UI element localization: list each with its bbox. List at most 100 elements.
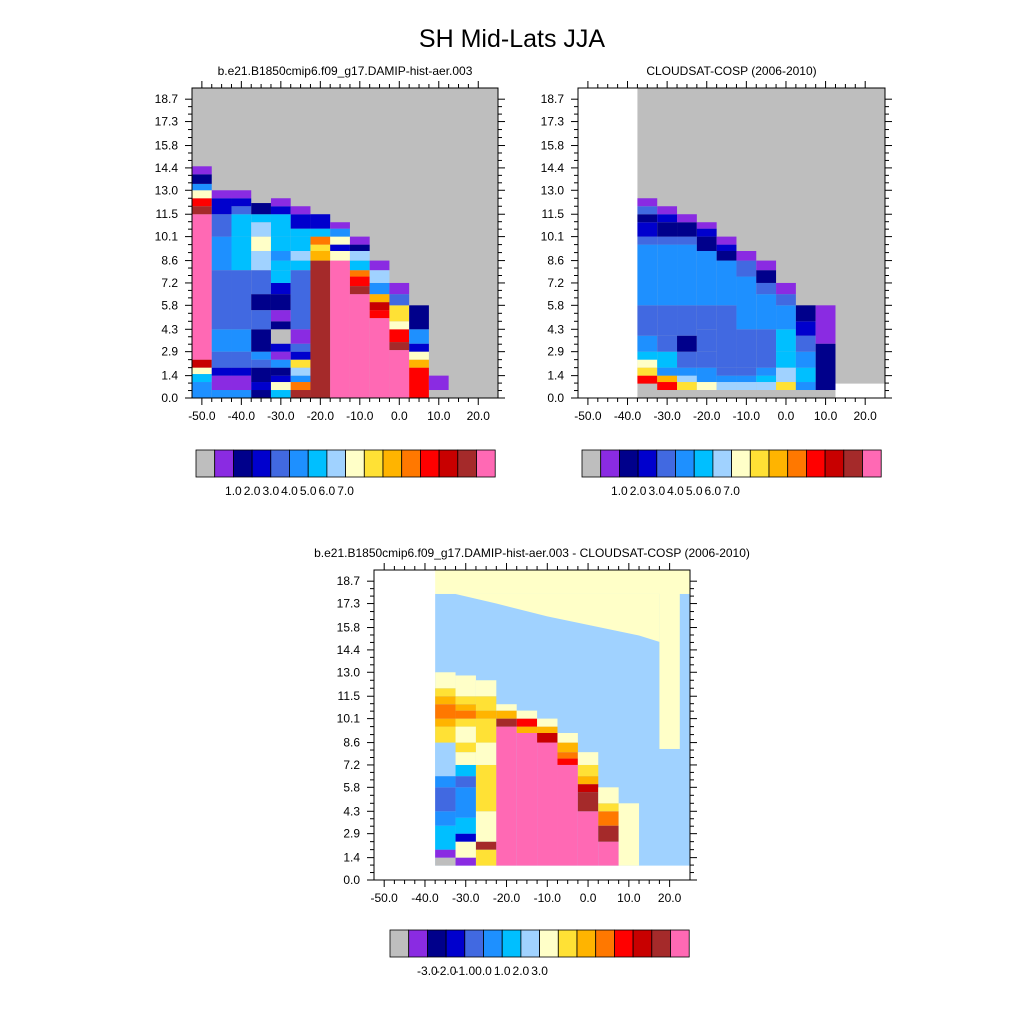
heatmap-cell <box>537 726 558 733</box>
heatmap-cell <box>310 228 331 237</box>
heatmap-cell <box>270 382 291 391</box>
y-tick-label: 14.4 <box>541 161 565 175</box>
y-tick-label: 17.3 <box>155 115 179 129</box>
colorbar-swatch <box>557 929 578 958</box>
heatmap-cell <box>192 367 212 375</box>
heatmap-cell <box>290 260 311 271</box>
heatmap-cell <box>756 282 777 295</box>
heatmap-cell <box>475 841 497 850</box>
heatmap-cell <box>231 270 252 330</box>
heatmap-cell <box>475 764 497 812</box>
heatmap-cell <box>637 305 658 336</box>
heatmap-cell <box>251 203 271 215</box>
heatmap-cell <box>496 718 517 727</box>
heatmap-cell <box>475 849 497 866</box>
heatmap-cell <box>270 294 291 311</box>
heatmap-cell <box>696 351 717 368</box>
x-tick-label: 10.0 <box>617 891 641 905</box>
y-tick-label: 5.8 <box>161 298 178 312</box>
colorbar-swatch <box>670 929 690 958</box>
heatmap-cell <box>270 343 291 352</box>
heatmap-cell <box>231 214 252 237</box>
heatmap-cell <box>290 375 311 383</box>
heatmap-cell <box>557 742 578 753</box>
heatmap-cell <box>736 382 757 391</box>
heatmap-cell <box>475 742 497 765</box>
heatmap-cell <box>455 787 476 818</box>
heatmap-cell <box>577 764 599 777</box>
heatmap-cell <box>251 236 271 251</box>
heatmap-cell <box>251 294 271 311</box>
y-tick-label: 15.8 <box>155 139 179 153</box>
heatmap-cell <box>455 710 476 719</box>
heatmap-cell <box>270 270 291 283</box>
heatmap-cell <box>455 696 476 705</box>
colorbar-swatch <box>445 929 466 958</box>
heatmap-cell <box>795 351 816 368</box>
x-tick-label: -20.0 <box>693 409 721 423</box>
heatmap-cell <box>756 367 777 376</box>
heatmap-cell <box>696 250 717 306</box>
heatmap-cell <box>349 294 370 398</box>
heatmap-cell <box>736 375 757 383</box>
heatmap-cell <box>557 758 578 765</box>
y-tick-label: 1.4 <box>161 369 178 383</box>
heatmap-cell <box>756 329 777 368</box>
x-tick-label: -40.0 <box>411 891 439 905</box>
y-tick-label: 4.3 <box>161 322 178 336</box>
colorbar-swatch <box>656 449 676 478</box>
heatmap-cell <box>637 236 658 245</box>
heatmap-cell <box>696 382 717 391</box>
heatmap-cell <box>516 732 538 866</box>
plot-top-band <box>374 570 690 594</box>
heatmap-cell <box>776 329 796 352</box>
heatmap-cell <box>270 351 291 360</box>
chart-panel-2: -50.0 -40.0 -30.0 -20.0 -10.0 0.0 10.0 20.0 0.0 1… <box>541 64 892 498</box>
heatmap-cell <box>192 206 212 215</box>
heatmap-cell <box>290 329 311 344</box>
colorbar-swatch <box>675 449 695 478</box>
colorbar-swatch <box>614 929 634 958</box>
colorbar-label: 2.0 <box>244 484 261 498</box>
heatmap-cell <box>192 198 212 207</box>
panel-title: b.e21.B1850cmip6.f09_g17.DAMIP-hist-aer.… <box>218 64 473 78</box>
y-tick-label: 11.5 <box>338 689 361 703</box>
y-tick-label: 0.0 <box>343 873 360 887</box>
y-tick-label: 13.0 <box>155 183 179 197</box>
x-tick-label: -50.0 <box>574 409 602 423</box>
heatmap-cell <box>475 811 497 842</box>
heatmap-cell <box>310 214 331 229</box>
heatmap-cell <box>270 359 291 368</box>
heatmap-cell <box>598 825 619 842</box>
heatmap-cell <box>270 214 291 237</box>
heatmap-cell <box>435 811 456 826</box>
colorbar-label: 5.0 <box>300 484 317 498</box>
heatmap-cell <box>231 351 252 368</box>
heatmap-cell <box>231 329 252 352</box>
heatmap-cell <box>657 236 678 245</box>
heatmap-cell <box>496 704 517 711</box>
heatmap-cell <box>577 792 599 812</box>
panel-title: CLOUDSAT-COSP (2006-2010) <box>646 64 816 78</box>
y-tick-label: 15.8 <box>541 139 565 153</box>
heatmap-cell <box>557 732 578 743</box>
heatmap-cell <box>369 260 390 271</box>
y-tick-label: 10.1 <box>155 230 179 244</box>
heatmap-cell <box>270 375 291 383</box>
heatmap-cell <box>637 367 658 376</box>
heatmap-cell <box>270 260 291 271</box>
plot-blank-left <box>578 88 638 398</box>
heatmap-cell <box>776 382 796 391</box>
panel-title: b.e21.B1850cmip6.f09_g17.DAMIP-hist-aer.… <box>314 546 750 560</box>
heatmap-cell <box>290 206 311 215</box>
heatmap-cell <box>270 329 291 344</box>
heatmap-cell <box>251 329 271 352</box>
plot-frame <box>577 87 886 399</box>
heatmap-cell <box>270 250 291 261</box>
heatmap-cell <box>270 282 291 295</box>
heatmap-cell <box>349 286 370 295</box>
heatmap-cell <box>557 752 578 759</box>
heatmap-cell <box>428 375 449 391</box>
y-tick-label: 13.0 <box>541 183 565 197</box>
heatmap-cell <box>516 718 538 727</box>
